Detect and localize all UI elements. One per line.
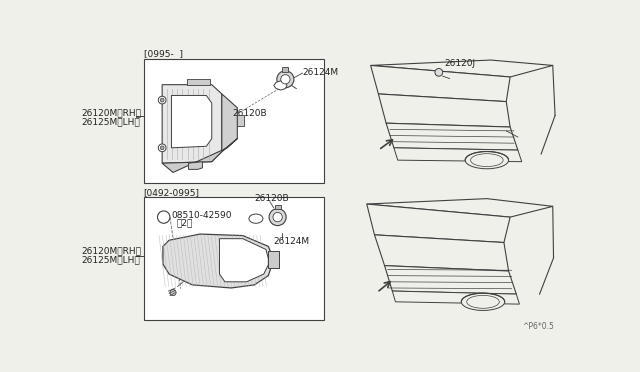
Text: 26125M〈LH〉: 26125M〈LH〉 (81, 256, 140, 265)
Bar (237, 115, 244, 126)
Bar (143, 58, 324, 183)
Bar (282, 67, 289, 71)
Text: 26120B: 26120B (232, 109, 266, 118)
Polygon shape (385, 266, 516, 294)
Polygon shape (386, 123, 518, 150)
Text: ^P6*0.5: ^P6*0.5 (522, 322, 554, 331)
Ellipse shape (470, 154, 503, 167)
Polygon shape (367, 204, 510, 243)
Circle shape (273, 212, 282, 222)
Circle shape (281, 75, 290, 84)
Polygon shape (162, 85, 222, 163)
Text: 08510-42590: 08510-42590 (172, 211, 232, 220)
Text: S: S (161, 213, 166, 222)
Circle shape (157, 211, 170, 223)
Bar (268, 251, 279, 268)
Text: 26120M〈RH〉: 26120M〈RH〉 (81, 108, 141, 117)
Polygon shape (394, 148, 522, 162)
Bar (275, 205, 281, 209)
Circle shape (160, 146, 164, 150)
Circle shape (435, 68, 443, 76)
Text: （2）: （2） (176, 219, 193, 228)
Circle shape (160, 98, 164, 102)
Polygon shape (367, 199, 553, 217)
Polygon shape (162, 139, 237, 173)
Polygon shape (189, 162, 202, 169)
Polygon shape (172, 96, 212, 148)
Text: 26124M: 26124M (303, 68, 339, 77)
Bar (143, 197, 324, 320)
Polygon shape (163, 234, 271, 288)
Polygon shape (222, 94, 237, 152)
Circle shape (277, 71, 294, 88)
Circle shape (170, 289, 176, 296)
Text: 26120B: 26120B (254, 194, 289, 203)
Bar (187, 78, 210, 85)
Ellipse shape (465, 151, 509, 169)
Text: 26120M〈RH〉: 26120M〈RH〉 (81, 247, 141, 256)
Polygon shape (220, 239, 268, 282)
Text: 26120J: 26120J (444, 59, 476, 68)
Polygon shape (274, 81, 287, 90)
Text: 26124M: 26124M (274, 237, 310, 246)
Ellipse shape (461, 293, 505, 311)
Circle shape (269, 209, 286, 225)
Circle shape (158, 144, 166, 152)
Polygon shape (378, 94, 510, 127)
Polygon shape (371, 60, 553, 77)
Text: [0492-0995]: [0492-0995] (143, 188, 200, 197)
Polygon shape (374, 235, 509, 271)
Text: 26125M〈LH〉: 26125M〈LH〉 (81, 117, 140, 126)
Text: [0995-  ]: [0995- ] (143, 49, 182, 58)
Polygon shape (371, 65, 510, 102)
Circle shape (158, 96, 166, 104)
Ellipse shape (467, 295, 499, 308)
Ellipse shape (249, 214, 263, 223)
Polygon shape (392, 291, 520, 304)
